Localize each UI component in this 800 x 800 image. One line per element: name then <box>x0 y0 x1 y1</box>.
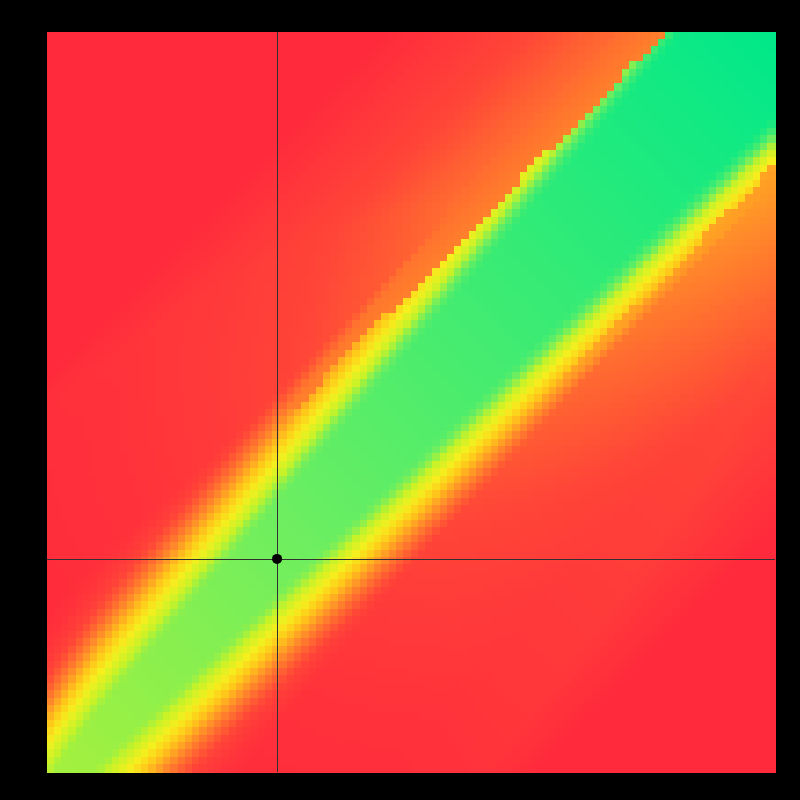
bottleneck-heatmap <box>0 0 800 800</box>
